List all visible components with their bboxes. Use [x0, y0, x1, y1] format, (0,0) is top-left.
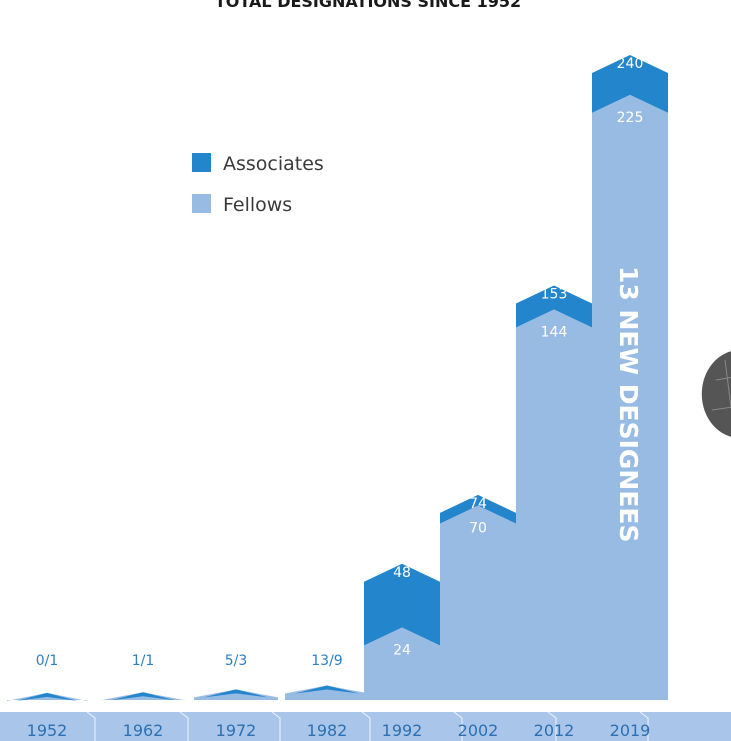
x-axis-band — [0, 711, 731, 741]
point-label: 1/1 — [132, 653, 155, 669]
globe-icon — [701, 351, 731, 437]
value-label-fellows: 24 — [393, 642, 411, 658]
point-label: 5/3 — [225, 653, 248, 669]
axis-separator — [271, 711, 281, 741]
value-labels: 0/1 1/1 5/3 13/9 48 24 74 70 153 144 240 225 — [36, 56, 644, 669]
legend: Associates Fellows — [192, 153, 324, 216]
bar-fellows — [440, 505, 516, 700]
value-label-fellows: 144 — [541, 324, 568, 340]
x-tick-label: 1992 — [382, 721, 423, 740]
x-tick-label: 2012 — [534, 721, 575, 740]
x-tick-labels: 1952 1962 1972 1982 1992 2002 2012 2019 — [27, 721, 651, 740]
axis-separator — [179, 711, 189, 741]
legend-swatch-fellows — [192, 194, 211, 213]
chart-title: TOTAL DESIGNATIONS SINCE 1952 — [215, 0, 521, 11]
x-tick-label: 1982 — [307, 721, 348, 740]
x-tick-label: 1972 — [216, 721, 257, 740]
point-label: 13/9 — [311, 653, 342, 669]
point-label: 0/1 — [36, 653, 59, 669]
bar-associates — [295, 685, 359, 694]
legend-label-fellows: Fellows — [223, 194, 292, 216]
value-label-associates: 48 — [393, 565, 411, 581]
x-tick-label: 2002 — [458, 721, 499, 740]
legend-label-associates: Associates — [223, 153, 324, 175]
new-designees-annotation: 13 NEW DESIGNEES — [614, 266, 643, 543]
legend-swatch-associates — [192, 153, 211, 172]
bar-fellows — [364, 627, 440, 700]
value-label-fellows: 70 — [469, 521, 487, 537]
bars — [7, 55, 668, 701]
bar-associates — [17, 692, 77, 701]
bar-associates — [204, 689, 268, 698]
x-tick-label: 1952 — [27, 721, 68, 740]
axis-separator — [639, 711, 649, 741]
value-label-associates: 240 — [617, 56, 644, 72]
bar-fellows — [516, 309, 592, 700]
globe-icon-lines — [711, 359, 731, 411]
value-label-fellows: 225 — [617, 110, 644, 126]
axis-band-fill — [0, 712, 731, 741]
axis-separator — [361, 711, 371, 741]
x-tick-label: 2019 — [610, 721, 651, 740]
bar-fellows — [592, 94, 668, 700]
axis-separator — [547, 711, 557, 741]
axis-separator — [453, 711, 463, 741]
bar-fellows — [285, 685, 369, 700]
axis-separator — [86, 711, 96, 741]
bar-fellows — [194, 689, 278, 700]
x-tick-label: 1962 — [123, 721, 164, 740]
bar-associates — [111, 692, 175, 701]
value-label-associates: 74 — [469, 496, 487, 512]
value-label-associates: 153 — [541, 287, 568, 303]
